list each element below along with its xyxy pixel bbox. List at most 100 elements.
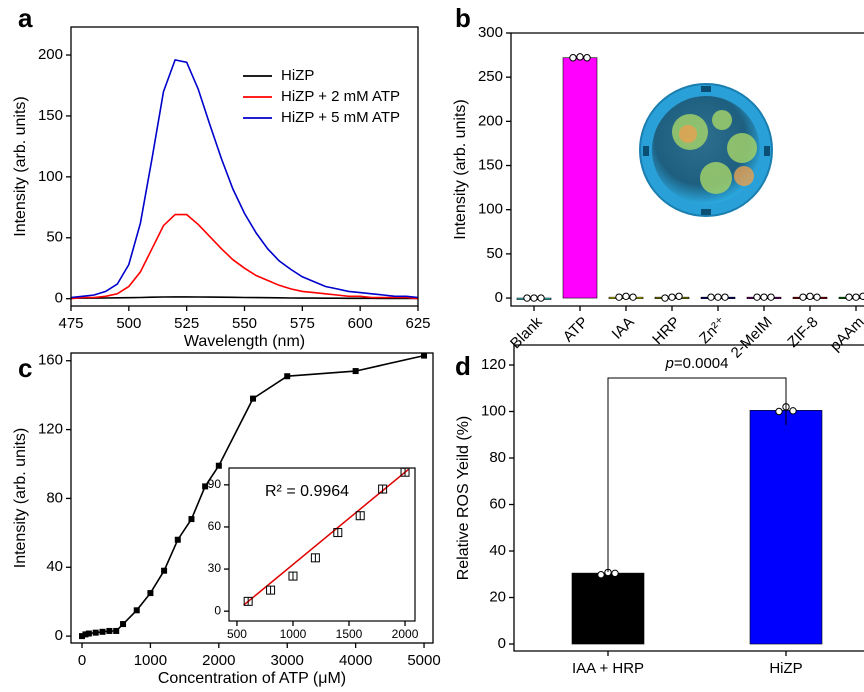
x-tick-label: pAAm: [827, 314, 864, 355]
annotation-italic: p: [665, 355, 674, 372]
marker: [250, 395, 257, 402]
replicate-point: [859, 292, 864, 300]
replicate-point: [799, 293, 807, 301]
marker: [352, 368, 359, 375]
replicate-point: [760, 293, 768, 301]
y-axis-label: Intensity (arb. units): [452, 99, 469, 240]
replicate-point: [537, 294, 545, 302]
y-tick-label: 150: [478, 156, 503, 173]
y-tick-label: 60: [208, 519, 222, 533]
marker: [243, 596, 253, 606]
y-tick-label: 40: [489, 542, 506, 559]
marker: [188, 516, 195, 523]
marker: [421, 352, 428, 359]
x-tick-label: 3000: [271, 652, 304, 669]
x-tick-label: 4000: [339, 652, 372, 669]
x-tick-label: 0: [78, 652, 86, 669]
replicate-point: [615, 293, 623, 301]
panel-label: b: [455, 3, 471, 33]
x-axis-label: Concentration of ATP (μM): [158, 670, 346, 687]
y-tick-label: 40: [46, 558, 63, 575]
bar: [749, 410, 823, 645]
y-axis-label: Intensity (arb. units): [12, 96, 29, 237]
y-tick-label: 30: [208, 561, 222, 575]
marker: [79, 633, 86, 640]
y-tick-label: 120: [38, 421, 63, 438]
annotation: R² = 0.9964: [265, 483, 349, 500]
series-line: [71, 296, 418, 300]
marker: [202, 483, 209, 490]
marker: [82, 631, 89, 638]
legend-label: HiZP: [281, 67, 314, 84]
y-tick-label: 60: [489, 495, 506, 512]
nanostructure-illustration: [639, 83, 773, 217]
x-tick-label: 500: [227, 627, 247, 641]
panel-label: a: [18, 3, 33, 33]
x-tick-label: 625: [405, 315, 430, 332]
y-tick-label: 200: [38, 46, 63, 63]
replicate-point: [668, 293, 676, 301]
marker: [400, 467, 410, 477]
y-tick-label: 150: [38, 107, 63, 124]
replicate-point: [813, 293, 821, 301]
y-tick-label: 20: [489, 588, 506, 605]
x-tick-label: HiZP: [769, 660, 802, 677]
y-tick-label: 90: [208, 477, 222, 491]
replicate-point: [583, 54, 591, 62]
annotation-text: =0.0004: [674, 355, 729, 372]
replicate-point: [597, 571, 605, 579]
y-tick-label: 120: [481, 356, 506, 373]
replicate-point: [714, 293, 722, 301]
replicate-point: [845, 293, 853, 301]
marker: [106, 627, 113, 634]
x-tick-label: 600: [348, 315, 373, 332]
x-tick-label: 500: [116, 315, 141, 332]
fit-line: [243, 468, 409, 606]
marker: [161, 567, 168, 574]
y-tick-label: 0: [214, 603, 221, 617]
replicate-point: [622, 292, 630, 300]
panel-label: d: [455, 351, 471, 381]
x-tick-label: 1500: [336, 627, 363, 641]
replicate-point: [852, 293, 860, 301]
y-axis-label: Relative ROS Yeild (%): [455, 416, 472, 581]
series-line: [70, 58, 419, 299]
replicate-point: [767, 293, 775, 301]
x-tick-label: 575: [290, 315, 315, 332]
x-axis-label: Wavelength (nm): [184, 333, 305, 350]
x-tick-label: 475: [58, 315, 83, 332]
replicate-point: [530, 294, 538, 302]
marker: [133, 607, 140, 614]
marker: [266, 585, 276, 595]
y-tick-label: 50: [486, 245, 503, 262]
marker: [284, 373, 291, 380]
y-axis-label: Intensity (arb. units): [12, 428, 29, 569]
bar: [562, 57, 598, 299]
replicate-point: [753, 293, 761, 301]
marker: [120, 621, 127, 628]
y-tick-label: 0: [55, 627, 63, 644]
x-tick-label: 2000: [392, 627, 419, 641]
x-tick-label: IAA: [609, 314, 638, 343]
replicate-point: [789, 407, 797, 415]
replicate-point: [629, 293, 637, 301]
y-tick-label: 0: [55, 290, 63, 307]
marker: [310, 553, 320, 563]
y-tick-label: 100: [481, 402, 506, 419]
replicate-point: [523, 294, 531, 302]
x-tick-label: 525: [174, 315, 199, 332]
y-tick-label: 160: [38, 352, 63, 369]
marker: [174, 536, 181, 543]
y-tick-label: 80: [46, 489, 63, 506]
replicate-point: [576, 53, 584, 61]
bar: [571, 572, 645, 645]
replicate-point: [806, 292, 814, 300]
marker: [99, 628, 106, 635]
x-tick-label: 550: [232, 315, 257, 332]
plot-frame: [513, 344, 864, 652]
y-tick-label: 250: [478, 68, 503, 85]
x-tick-label: Zn²⁺: [696, 314, 730, 348]
y-tick-label: 50: [46, 229, 63, 246]
y-tick-label: 80: [489, 449, 506, 466]
significance-bracket: [607, 377, 787, 572]
